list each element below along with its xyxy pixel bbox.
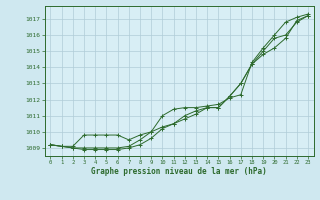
X-axis label: Graphe pression niveau de la mer (hPa): Graphe pression niveau de la mer (hPa) xyxy=(91,167,267,176)
